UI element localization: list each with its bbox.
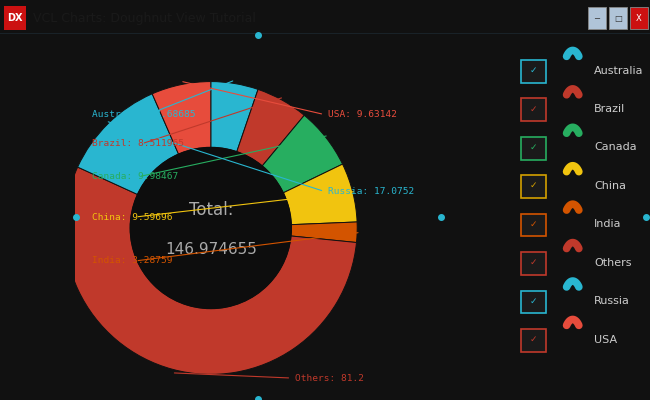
FancyBboxPatch shape [609,8,627,29]
Text: Russia: 17.0752: Russia: 17.0752 [328,187,414,196]
Text: Canada: 9.98467: Canada: 9.98467 [92,172,178,181]
Text: USA: 9.63142: USA: 9.63142 [328,110,397,119]
Text: China: 9.59696: China: 9.59696 [92,212,172,222]
Text: ✓: ✓ [530,335,537,344]
Wedge shape [211,82,258,152]
FancyBboxPatch shape [630,8,648,29]
Text: Brazil: 8.511965: Brazil: 8.511965 [92,139,184,148]
Text: China: China [594,181,626,191]
FancyBboxPatch shape [521,175,546,198]
Text: 146.974655: 146.974655 [165,242,257,258]
Text: ✓: ✓ [530,297,537,306]
Text: Others: 81.2: Others: 81.2 [295,374,364,382]
Text: ✓: ✓ [530,258,537,267]
Text: ✓: ✓ [530,143,537,152]
FancyBboxPatch shape [521,137,546,160]
Circle shape [130,148,291,308]
Text: ─: ─ [595,14,599,22]
Wedge shape [262,115,343,193]
Text: ✓: ✓ [530,181,537,190]
Text: Others: Others [594,258,632,268]
Wedge shape [152,82,211,154]
Text: Total:: Total: [188,201,233,219]
Wedge shape [237,90,304,166]
Text: X: X [636,14,642,22]
Text: India: 3.28759: India: 3.28759 [92,256,172,266]
Text: Australia: 7.68685: Australia: 7.68685 [92,110,196,119]
Text: ✓: ✓ [530,220,537,229]
Text: Australia: Australia [594,66,644,76]
FancyBboxPatch shape [521,290,546,313]
Wedge shape [64,167,356,374]
Text: USA: USA [594,335,617,345]
FancyBboxPatch shape [521,252,546,275]
Text: DX: DX [7,13,23,23]
Wedge shape [291,222,358,242]
FancyBboxPatch shape [521,98,546,121]
Text: Brazil: Brazil [594,104,625,114]
FancyBboxPatch shape [521,60,546,83]
Text: □: □ [614,14,622,22]
Wedge shape [283,164,357,225]
FancyBboxPatch shape [521,329,546,352]
Text: Russia: Russia [594,296,630,306]
Wedge shape [77,94,179,194]
Text: VCL Charts: Doughnut View Tutorial: VCL Charts: Doughnut View Tutorial [33,12,256,24]
FancyBboxPatch shape [521,214,546,236]
Text: ✓: ✓ [530,104,537,114]
Text: ✓: ✓ [530,66,537,75]
FancyBboxPatch shape [588,8,606,29]
FancyBboxPatch shape [4,6,26,30]
Text: Canada: Canada [594,142,636,152]
Text: India: India [594,219,621,229]
